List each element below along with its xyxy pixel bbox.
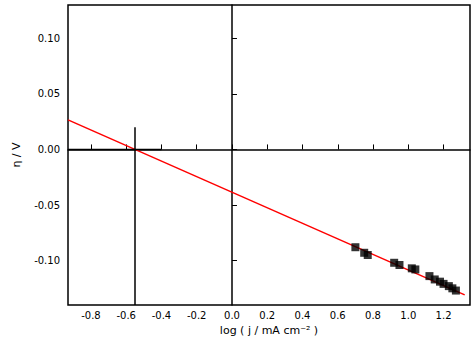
- svg-text:0.00: 0.00: [38, 144, 60, 155]
- svg-text:-0.05: -0.05: [34, 200, 60, 211]
- svg-text:1.0: 1.0: [400, 310, 416, 321]
- svg-text:0.10: 0.10: [38, 33, 60, 44]
- svg-text:η / V: η / V: [10, 142, 23, 168]
- svg-text:0.05: 0.05: [38, 88, 60, 99]
- svg-text:-0.4: -0.4: [152, 310, 172, 321]
- svg-text:-0.8: -0.8: [81, 310, 101, 321]
- svg-text:0.2: 0.2: [259, 310, 275, 321]
- svg-text:0.0: 0.0: [224, 310, 240, 321]
- svg-text:-0.10: -0.10: [34, 255, 60, 266]
- svg-text:-0.6: -0.6: [116, 310, 136, 321]
- svg-text:log ( j / mA cm⁻² ): log ( j / mA cm⁻² ): [220, 324, 318, 337]
- svg-text:0.8: 0.8: [365, 310, 381, 321]
- svg-text:-0.2: -0.2: [187, 310, 207, 321]
- svg-text:1.2: 1.2: [436, 310, 452, 321]
- svg-text:0.6: 0.6: [330, 310, 346, 321]
- svg-text:0.4: 0.4: [295, 310, 311, 321]
